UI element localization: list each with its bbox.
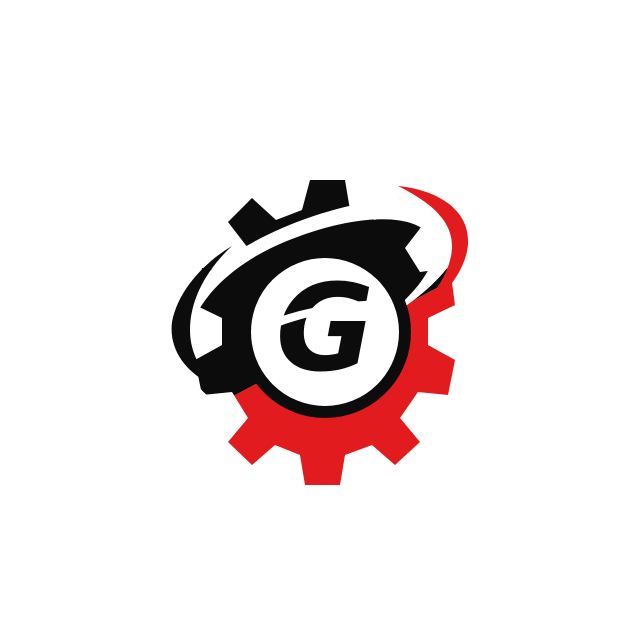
logo-letter: G	[276, 260, 375, 399]
g-speed-stripe	[258, 300, 392, 334]
gear-hub	[245, 252, 405, 412]
gear-hub-ring	[239, 246, 411, 418]
swoosh-arc-left	[171, 246, 232, 388]
swoosh-arc-right	[392, 186, 469, 336]
